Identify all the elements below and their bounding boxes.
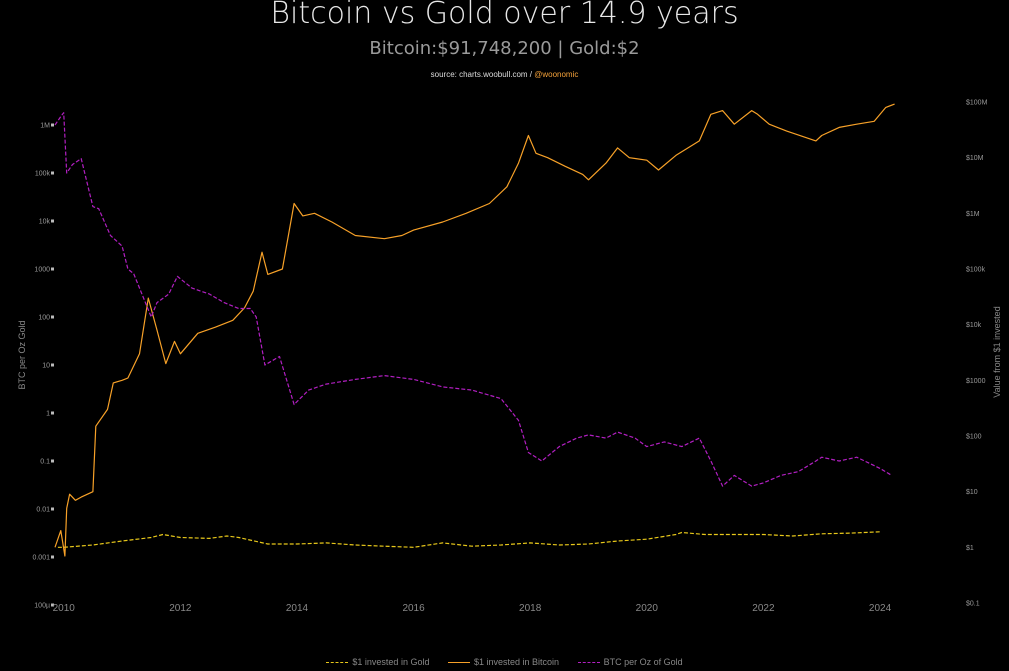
x-tick-label: 2016 <box>402 603 425 614</box>
source-handle-link[interactable]: @woonomic <box>534 70 579 79</box>
left-tick-label: 10 <box>42 363 50 370</box>
left-tick-label: 100µ <box>34 603 50 610</box>
left-tick-label: 1 <box>46 411 50 418</box>
x-tick-label: 2010 <box>53 603 76 614</box>
right-tick-label: $10 <box>966 489 978 496</box>
legend-item-gold[interactable]: $1 invested in Gold <box>326 657 429 667</box>
x-tick-label: 2022 <box>752 603 775 614</box>
left-tick-label: 0.001 <box>32 555 50 562</box>
right-tick-label: $10k <box>966 322 982 329</box>
legend-label-gold: $1 invested in Gold <box>352 657 430 667</box>
x-tick-label: 2020 <box>636 603 659 614</box>
x-tick-label: 2012 <box>169 603 192 614</box>
right-tick-label: $100k <box>966 267 986 274</box>
series-layer <box>54 103 895 557</box>
left-tick-label: 10k <box>39 219 51 226</box>
left-axis-label: BTC per Oz Gold <box>17 320 27 389</box>
legend-swatch-gold <box>326 662 349 664</box>
right-tick-label: $1000 <box>966 378 986 385</box>
left-tick-mark <box>51 411 54 415</box>
left-tick-mark <box>51 267 54 271</box>
left-tick-mark <box>51 123 54 127</box>
source-prefix: source: charts.woobull.com / <box>430 70 535 79</box>
series-line-btc-per-oz-of-gold <box>54 112 893 487</box>
right-tick-label: $100 <box>966 434 982 441</box>
x-axis: 2010 2012 2014 2016 2018 2020 2022 2024 <box>53 603 892 614</box>
right-tick-label: $10M <box>966 155 984 162</box>
legend: $1 invested in Gold $1 invested in Bitco… <box>0 657 1009 667</box>
right-tick-label: $1 <box>966 545 974 552</box>
right-tick-label: $0.1 <box>966 601 980 608</box>
legend-item-bitcoin[interactable]: $1 invested in Bitcoin <box>447 657 560 667</box>
legend-swatch-bitcoin <box>447 662 470 664</box>
chart-title: Bitcoin vs Gold over 14.9 years <box>270 0 739 31</box>
left-tick-label: 1M <box>40 123 50 130</box>
x-tick-label: 2024 <box>869 603 892 614</box>
left-tick-mark <box>51 507 54 511</box>
left-tick-label: 100 <box>38 315 50 322</box>
left-tick-label: 0.1 <box>40 459 50 466</box>
legend-item-ratio[interactable]: BTC per Oz of Gold <box>577 657 683 667</box>
right-axis-label: Value from $1 invested <box>992 306 1002 397</box>
left-tick-label: 1000 <box>34 267 50 274</box>
series-line-1-invested-in-gold <box>57 531 881 548</box>
legend-swatch-ratio <box>577 662 600 664</box>
chart-subtitle: Bitcoin:$91,748,200 | Gold:$2 <box>369 38 640 59</box>
left-tick-mark <box>51 363 54 367</box>
x-tick-label: 2018 <box>519 603 542 614</box>
legend-label-bitcoin: $1 invested in Bitcoin <box>473 657 560 667</box>
legend-label-ratio: BTC per Oz of Gold <box>603 657 683 667</box>
left-tick-mark <box>51 459 54 463</box>
left-tick-mark <box>51 315 54 319</box>
left-tick-mark <box>51 219 54 223</box>
chart-canvas: 1M 100k 10k 1000 100 10 1 0.1 0.01 0.001 100µ $100… <box>17 100 1002 615</box>
left-tick-label: 100k <box>35 171 51 178</box>
left-tick-mark <box>51 171 54 175</box>
left-tick-label: 0.01 <box>36 507 50 514</box>
right-tick-label: $100M <box>966 100 988 107</box>
series-line-1-invested-in-bitcoin <box>54 103 895 557</box>
right-tick-label: $1M <box>966 211 980 218</box>
left-tick-mark <box>51 603 54 607</box>
x-tick-label: 2014 <box>286 603 309 614</box>
left-tick-mark <box>51 555 54 559</box>
right-axis: $100M $10M $1M $100k $10k $1000 $100 $10 $1 $0.1 <box>966 100 988 608</box>
chart-source: source: charts.woobull.com / @woonomic <box>0 70 1009 79</box>
left-axis: 1M 100k 10k 1000 100 10 1 0.1 0.01 0.001 100µ <box>32 123 54 610</box>
